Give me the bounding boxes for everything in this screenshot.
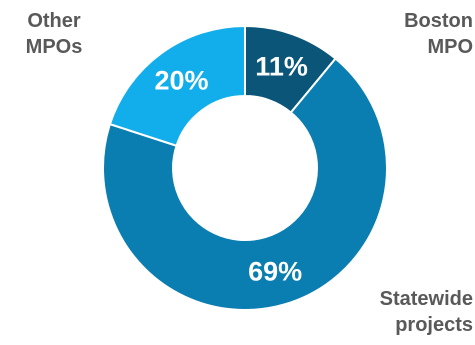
slice-label-statewide-projects-line1: Statewide	[379, 288, 473, 310]
value-label-other-mpos: 20%	[154, 66, 208, 96]
value-label-statewide-projects: 69%	[248, 257, 302, 287]
slice-label-statewide-projects-line2: projects	[395, 314, 473, 336]
slice-label-boston-mpo-line1: Boston	[404, 10, 473, 32]
slice-label-boston-mpo: Boston MPO	[363, 8, 473, 60]
value-label-boston-mpo: 11%	[255, 51, 308, 81]
donut-slices	[102, 24, 388, 311]
slice-statewide-projects	[102, 57, 388, 311]
slice-other-mpos	[108, 24, 246, 148]
slice-label-statewide-projects: Statewide projects	[333, 286, 473, 338]
slice-label-other-mpos-line1: Other	[27, 10, 81, 32]
slice-label-other-mpos: Other MPOs	[8, 8, 100, 60]
slice-label-boston-mpo-line2: MPO	[427, 36, 473, 58]
donut-value-labels: 11% 69% 20%	[154, 51, 307, 286]
slice-label-other-mpos-line2: MPOs	[25, 36, 83, 58]
